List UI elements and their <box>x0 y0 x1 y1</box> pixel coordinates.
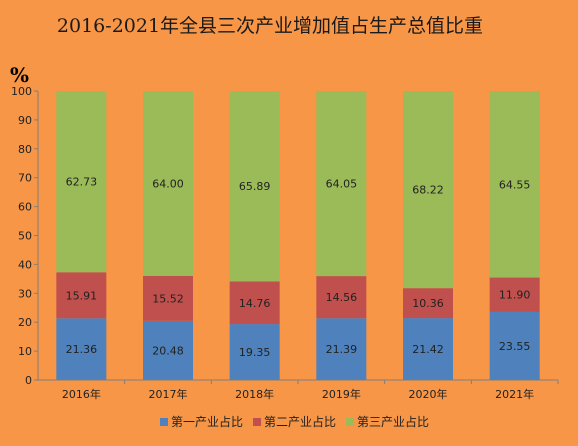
y-tick-label: 0 <box>25 374 32 387</box>
data-label: 64.00 <box>152 177 184 190</box>
y-tick-label: 10 <box>18 345 32 358</box>
x-tick-label: 2018年 <box>235 387 274 401</box>
data-label: 14.56 <box>326 291 358 304</box>
y-tick-label: 80 <box>18 143 32 156</box>
data-label: 21.36 <box>66 343 98 356</box>
data-label: 62.73 <box>66 176 98 189</box>
bar-segment <box>56 272 107 319</box>
axes: 0 10 20 30 40 50 60 70 80 90 100 2016年 2017年 2018年 201… <box>11 85 559 401</box>
data-label: 19.35 <box>239 346 271 359</box>
data-label: 15.91 <box>66 289 98 302</box>
legend-label: 第一产业占比 <box>171 414 243 429</box>
bar-segment <box>403 318 453 380</box>
bar-segment <box>489 277 540 312</box>
data-label: 68.22 <box>412 184 444 197</box>
chart-title: 2016-2021年全县三次产业增加值占生产总值比重 <box>57 15 483 37</box>
data-label: 64.05 <box>326 178 358 191</box>
data-label: 23.55 <box>499 340 531 353</box>
x-tick-label: 2016年 <box>62 387 101 401</box>
bar-segment <box>143 91 193 276</box>
data-label: 21.39 <box>326 343 358 356</box>
legend-swatch <box>346 418 355 426</box>
y-tick-label: 40 <box>18 258 32 271</box>
y-tick-label: 30 <box>18 287 32 300</box>
data-label: 15.52 <box>152 292 184 305</box>
y-tick-label: 70 <box>18 172 32 185</box>
x-tick-label: 2017年 <box>149 387 188 401</box>
x-tick-label: 2019年 <box>322 387 361 401</box>
legend-label: 第三产业占比 <box>357 414 429 429</box>
legend-swatch <box>160 418 168 426</box>
bar-segment <box>316 318 367 380</box>
data-label: 14.76 <box>239 297 271 310</box>
bar-segment <box>403 288 453 319</box>
bar-segment <box>489 91 540 278</box>
data-label: 21.42 <box>412 343 444 356</box>
bar-segment <box>56 318 107 380</box>
legend-swatch <box>253 418 262 426</box>
x-tick-label: 2020年 <box>409 387 448 401</box>
y-tick-label: 60 <box>18 201 32 214</box>
data-label: 11.90 <box>499 289 531 302</box>
bar-segment <box>316 276 367 319</box>
bar-segment <box>56 91 107 273</box>
bar-segment <box>316 91 367 277</box>
bar-segment <box>489 311 540 380</box>
bar-segment <box>229 281 280 325</box>
bar-segment <box>229 324 280 380</box>
bar-segment <box>143 275 193 321</box>
bars <box>56 91 540 380</box>
data-label: 64.55 <box>499 178 531 191</box>
data-label: 20.48 <box>152 344 184 357</box>
legend-label: 第二产业占比 <box>264 414 336 429</box>
bar-segment <box>229 91 280 282</box>
data-label: 65.89 <box>239 180 271 193</box>
y-tick-label: 50 <box>18 230 32 243</box>
data-label: 10.36 <box>412 297 444 310</box>
y-tick-label: 90 <box>18 114 32 127</box>
x-tick-label: 2021年 <box>495 387 534 401</box>
legend: 第一产业占比 第二产业占比 第三产业占比 <box>160 414 429 429</box>
y-tick-label: 20 <box>18 316 32 329</box>
bar-segment <box>403 91 453 289</box>
y-tick-label: 100 <box>11 85 32 98</box>
data-labels: 21.36 15.91 62.73 20.48 15.52 64.00 19.35 14.76… <box>66 176 531 359</box>
y-axis-unit-label: % <box>10 63 29 87</box>
bar-segment <box>143 320 193 380</box>
